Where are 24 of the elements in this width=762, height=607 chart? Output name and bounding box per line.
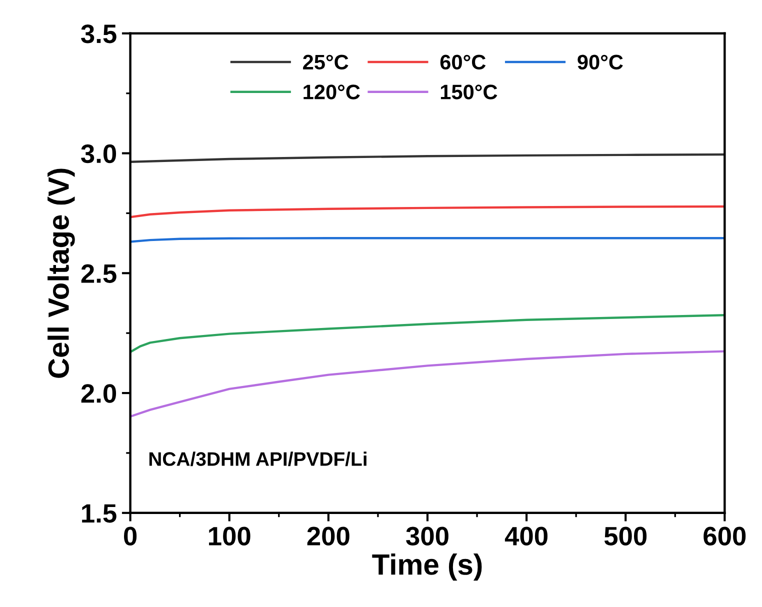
line-series: [130, 350, 725, 418]
y-tick-label: 3.5: [81, 24, 116, 44]
y-axis-title: Cell Voltage (V): [48, 168, 75, 378]
legend-label: 90°C: [578, 54, 623, 70]
annotation: NCA/3DHM API/PVDF/Li: [149, 452, 366, 466]
legend-label: 150°C: [440, 84, 498, 100]
x-tick-label: 600: [704, 526, 746, 546]
x-tick-label: 0: [124, 526, 137, 546]
x-tick-label: 200: [307, 526, 350, 546]
legend-label: 25°C: [303, 54, 348, 70]
y-tick-label: 2.5: [81, 264, 116, 283]
x-tick-label: 500: [604, 526, 647, 546]
legend-label: 120°C: [304, 84, 360, 100]
y-tick-label: 2.0: [81, 384, 116, 403]
x-tick-label: 300: [406, 526, 448, 546]
line-series: [130, 205, 725, 218]
line-series: [130, 314, 725, 354]
x-tick-label: 400: [504, 526, 548, 546]
y-tick-label: 3.0: [81, 144, 116, 164]
line-series: [130, 153, 725, 164]
y-tick-label: 1.5: [82, 504, 116, 523]
x-tick-label: 100: [209, 526, 250, 546]
legend-label: 60°C: [440, 54, 486, 70]
x-axis-title: Time (s): [372, 553, 482, 581]
